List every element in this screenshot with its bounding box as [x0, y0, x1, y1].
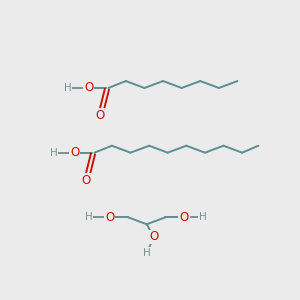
Text: H: H — [64, 83, 72, 93]
Text: H: H — [85, 212, 92, 222]
Text: O: O — [70, 146, 79, 159]
Text: H: H — [199, 212, 206, 222]
Text: O: O — [179, 211, 189, 224]
Text: O: O — [84, 82, 93, 94]
Text: O: O — [82, 174, 91, 187]
Text: H: H — [143, 248, 151, 258]
Text: O: O — [96, 109, 105, 122]
Text: O: O — [149, 230, 158, 244]
Text: O: O — [105, 211, 114, 224]
Text: H: H — [50, 148, 58, 158]
